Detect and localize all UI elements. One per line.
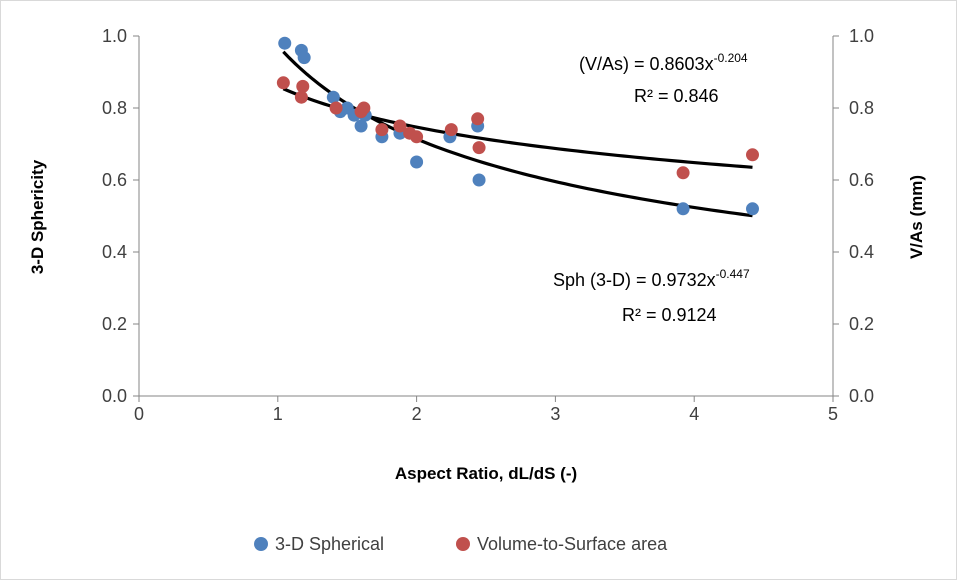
x-tick-label: 2 xyxy=(412,404,422,424)
data-point-vas xyxy=(357,101,371,115)
legend-item-vas: Volume-to-Surface area xyxy=(456,534,668,554)
x-tick-label: 1 xyxy=(273,404,283,424)
data-point-spherical xyxy=(745,202,759,216)
vas-equation-exponent: -0.204 xyxy=(714,51,748,65)
axes: 0 1 2 3 4 5 0.0 0.2 0.4 0.6 0.8 1.0 0.0 0.2 0.4 0.6 0.8 1… xyxy=(102,26,874,424)
data-point-spherical xyxy=(472,173,486,187)
data-point-vas xyxy=(393,119,407,133)
data-point-spherical xyxy=(410,155,424,169)
data-point-vas xyxy=(410,130,424,144)
legend-item-spherical: 3-D Spherical xyxy=(254,534,384,554)
x-tick-label: 4 xyxy=(689,404,699,424)
y-tick-label: 0.6 xyxy=(102,170,127,190)
data-point-vas xyxy=(276,76,290,90)
data-point-spherical xyxy=(278,36,292,50)
y2-tick-label: 0.6 xyxy=(849,170,874,190)
x-axis-title: Aspect Ratio, dL/dS (-) xyxy=(395,464,577,483)
data-point-spherical xyxy=(676,202,690,216)
y-axis-title: 3-D Sphericity xyxy=(28,159,47,274)
vas-equation: (V/As) = 0.8603x xyxy=(579,54,714,74)
legend-label-vas: Volume-to-Surface area xyxy=(477,534,668,554)
data-point-spherical xyxy=(297,51,311,65)
y-tick-label: 0.2 xyxy=(102,314,127,334)
y-tick-label: 0.0 xyxy=(102,386,127,406)
y2-tick-label: 0.2 xyxy=(849,314,874,334)
sph-equation-exponent: -0.447 xyxy=(716,267,750,281)
y2-tick-label: 0.8 xyxy=(849,98,874,118)
trendlines xyxy=(282,50,753,218)
trendline-label-vas: (V/As) = 0.8603x-0.204 R² = 0.846 xyxy=(579,51,748,106)
y2-tick-label: 1.0 xyxy=(849,26,874,46)
y-tick-label: 0.4 xyxy=(102,242,127,262)
y-tick-label: 0.8 xyxy=(102,98,127,118)
data-point-vas xyxy=(296,79,310,93)
x-tick-label: 3 xyxy=(550,404,560,424)
x-tick-label: 0 xyxy=(134,404,144,424)
data-point-vas xyxy=(471,112,485,126)
data-points xyxy=(276,36,759,216)
data-point-vas xyxy=(444,123,458,137)
sph-r2: R² = 0.9124 xyxy=(622,305,717,325)
legend: 3-D Spherical Volume-to-Surface area xyxy=(254,534,668,554)
y-tick-label: 1.0 xyxy=(102,26,127,46)
y2-tick-label: 0.0 xyxy=(849,386,874,406)
data-point-spherical xyxy=(326,90,340,104)
svg-text:Sph (3-D) = 0.9732x-0.447: Sph (3-D) = 0.9732x-0.447 xyxy=(553,267,750,290)
data-point-vas xyxy=(745,148,759,162)
vas-r2: R² = 0.846 xyxy=(634,86,719,106)
data-point-vas xyxy=(329,101,343,115)
y2-axis-title: V/As (mm) xyxy=(907,175,926,259)
data-point-vas xyxy=(375,123,389,137)
y2-tick-label: 0.4 xyxy=(849,242,874,262)
legend-label-spherical: 3-D Spherical xyxy=(275,534,384,554)
legend-marker-vas xyxy=(456,537,470,551)
data-point-vas xyxy=(294,90,308,104)
data-point-spherical xyxy=(354,119,368,133)
svg-text:(V/As) = 0.8603x-0.204: (V/As) = 0.8603x-0.204 xyxy=(579,51,748,74)
legend-marker-spherical xyxy=(254,537,268,551)
sph-equation: Sph (3-D) = 0.9732x xyxy=(553,270,716,290)
trendline-3-d-spherical xyxy=(282,50,753,218)
x-tick-label: 5 xyxy=(828,404,838,424)
trendline-label-sph: Sph (3-D) = 0.9732x-0.447 R² = 0.9124 xyxy=(553,267,750,325)
data-point-vas xyxy=(472,141,486,155)
data-point-vas xyxy=(676,166,690,180)
